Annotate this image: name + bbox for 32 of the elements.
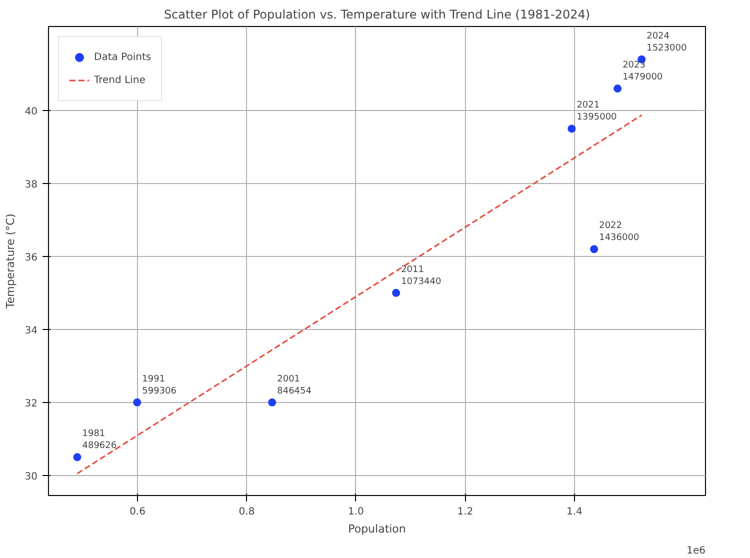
point: [73, 453, 82, 462]
annotation: 2023 1479000: [622, 60, 663, 83]
chart-title: Scatter Plot of Population vs. Temperature with Trend Line (1981-2024): [164, 8, 590, 22]
y-tick-label: 38: [24, 179, 38, 190]
annotation: 2024 1523000: [646, 31, 687, 54]
point: [392, 288, 400, 297]
point: [568, 124, 576, 133]
annotation: 1981 489626: [82, 429, 117, 452]
y-tick-label: 30: [24, 471, 38, 482]
legend-label: Trend Line: [94, 74, 146, 86]
annotation: 2001 846454: [277, 374, 312, 396]
text: 1e6: [686, 546, 706, 556]
point: [133, 398, 142, 406]
y-tick-label: 34: [24, 325, 38, 336]
x-tick-label: 1.0: [348, 506, 364, 518]
y-tick-label: 40: [24, 106, 38, 118]
x-tick-label: 1.4: [566, 506, 582, 518]
y-axis-title: Temperature (°C): [4, 214, 17, 310]
annotation: 2021 1395000: [576, 100, 618, 123]
x-tick-label: 0.6: [130, 506, 146, 518]
annotation: 2022 1436000: [599, 221, 640, 244]
annotation: 1991 599306: [142, 374, 177, 396]
point: [590, 245, 598, 254]
y-tick-label: 32: [24, 398, 38, 410]
x-axis-title: Population: [348, 522, 406, 536]
legend-label: Data Points: [94, 52, 152, 62]
point: [268, 398, 276, 406]
y-tick-label: 36: [24, 252, 38, 264]
annotation: 2011 1073440: [401, 264, 442, 287]
point: [614, 84, 622, 93]
x-tick-label: 0.8: [238, 506, 255, 518]
x-tick-label: 1.2: [457, 506, 474, 518]
